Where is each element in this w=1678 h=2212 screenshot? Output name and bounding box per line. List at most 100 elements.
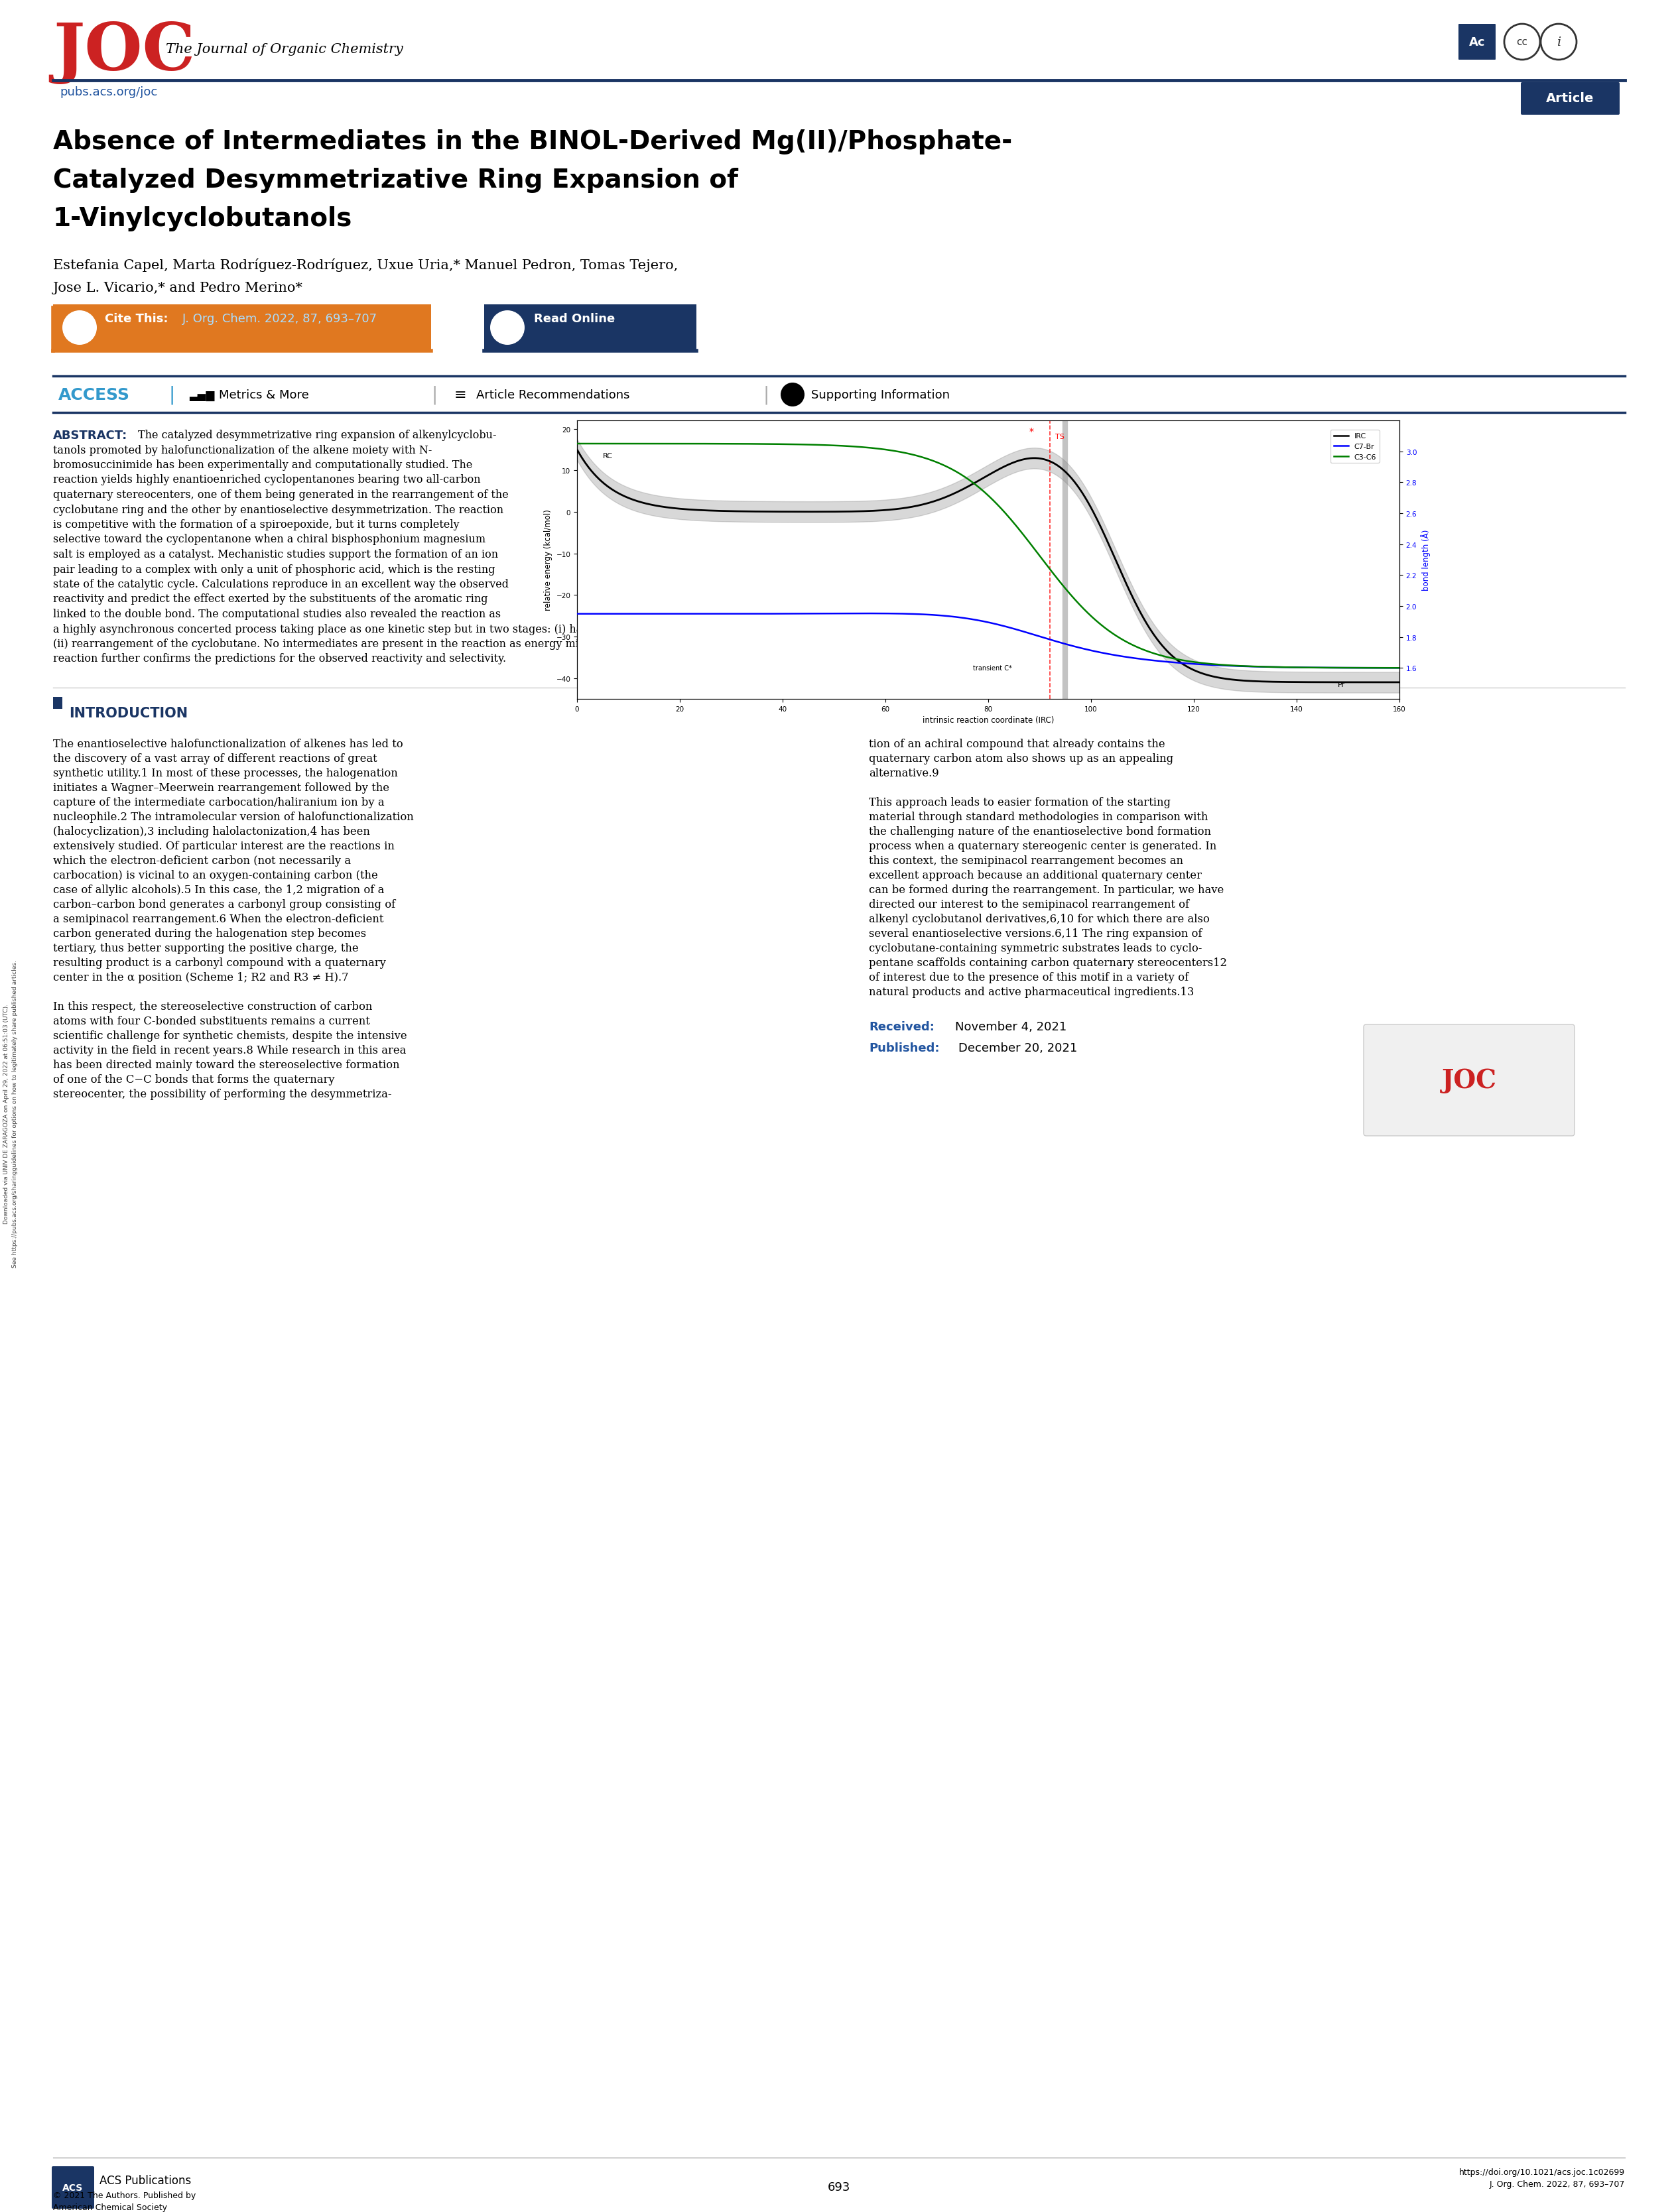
Text: Jose L. Vicario,* and Pedro Merino*: Jose L. Vicario,* and Pedro Merino* <box>54 281 304 294</box>
Text: Supporting Information: Supporting Information <box>810 389 950 400</box>
Text: of one of the C−C bonds that forms the quaternary: of one of the C−C bonds that forms the q… <box>54 1073 334 1086</box>
Text: Absence of Intermediates in the BINOL-Derived Mg(II)/Phosphate-: Absence of Intermediates in the BINOL-De… <box>54 128 1012 155</box>
Text: a highly asynchronous concerted process taking place as one kinetic step but in : a highly asynchronous concerted process … <box>54 624 769 635</box>
Text: activity in the field in recent years.8 While research in this area: activity in the field in recent years.8 … <box>54 1044 406 1055</box>
Text: J. Org. Chem. 2022, 87, 693–707: J. Org. Chem. 2022, 87, 693–707 <box>183 312 378 325</box>
Text: Ac: Ac <box>1468 35 1485 49</box>
X-axis label: intrinsic reaction coordinate (IRC): intrinsic reaction coordinate (IRC) <box>923 717 1054 726</box>
Text: ▃▅▇: ▃▅▇ <box>190 389 215 400</box>
Text: has been directed mainly toward the stereoselective formation: has been directed mainly toward the ster… <box>54 1060 399 1071</box>
Text: initiates a Wagner–Meerwein rearrangement followed by the: initiates a Wagner–Meerwein rearrangemen… <box>54 783 389 794</box>
Text: center in the α position (Scheme 1; R2 and R3 ≠ H).7: center in the α position (Scheme 1; R2 a… <box>54 971 349 982</box>
Text: |: | <box>169 385 175 405</box>
Text: Article Recommendations: Article Recommendations <box>477 389 629 400</box>
Text: transient C*: transient C* <box>973 666 1012 672</box>
Text: Article: Article <box>1545 93 1594 104</box>
Text: ABSTRACT:: ABSTRACT: <box>54 429 128 442</box>
Text: ⌖: ⌖ <box>502 321 512 336</box>
FancyBboxPatch shape <box>1364 1024 1574 1137</box>
FancyBboxPatch shape <box>1458 24 1495 60</box>
Text: i: i <box>1557 35 1561 49</box>
Bar <box>54 697 62 710</box>
Text: which the electron-deficient carbon (not necessarily a: which the electron-deficient carbon (not… <box>54 856 351 867</box>
Text: state of the catalytic cycle. Calculations reproduce in an excellent way the obs: state of the catalytic cycle. Calculatio… <box>54 580 508 591</box>
Text: 693: 693 <box>827 2181 851 2192</box>
Text: INTRODUCTION: INTRODUCTION <box>69 706 188 719</box>
Text: reactivity and predict the effect exerted by the substituents of the aromatic ri: reactivity and predict the effect exerte… <box>54 593 488 604</box>
Text: process when a quaternary stereogenic center is generated. In: process when a quaternary stereogenic ce… <box>869 841 1217 852</box>
Text: Pr: Pr <box>1337 681 1346 688</box>
Text: case of allylic alcohols).5 In this case, the 1,2 migration of a: case of allylic alcohols).5 In this case… <box>54 885 384 896</box>
Text: selective toward the cyclopentanone when a chiral bisphosphonium magnesium: selective toward the cyclopentanone when… <box>54 533 485 544</box>
Text: carbocation) is vicinal to an oxygen-containing carbon (the: carbocation) is vicinal to an oxygen-con… <box>54 869 378 880</box>
Text: carbon generated during the halogenation step becomes: carbon generated during the halogenation… <box>54 929 366 940</box>
Text: the discovery of a vast array of different reactions of great: the discovery of a vast array of differe… <box>54 752 378 765</box>
Text: SI: SI <box>789 392 797 398</box>
Text: *: * <box>1029 427 1034 436</box>
Text: salt is employed as a catalyst. Mechanistic studies support the formation of an : salt is employed as a catalyst. Mechanis… <box>54 549 498 560</box>
Text: Downloaded via UNIV DE ZARAGOZA on April 29, 2022 at 06:51:03 (UTC).
See https:/: Downloaded via UNIV DE ZARAGOZA on April… <box>3 960 18 1267</box>
Text: JOC: JOC <box>1441 1068 1497 1093</box>
FancyBboxPatch shape <box>54 305 431 352</box>
Y-axis label: relative energy (kcal/mol): relative energy (kcal/mol) <box>544 509 552 611</box>
Text: a semipinacol rearrangement.6 When the electron-deficient: a semipinacol rearrangement.6 When the e… <box>54 914 384 925</box>
Text: ACS: ACS <box>62 2183 84 2192</box>
Text: (halocyclization),3 including halolactonization,4 has been: (halocyclization),3 including halolacton… <box>54 825 371 836</box>
Text: Read Online: Read Online <box>534 312 616 325</box>
Text: directed our interest to the semipinacol rearrangement of: directed our interest to the semipinacol… <box>869 898 1190 909</box>
Text: The Journal of Organic Chemistry: The Journal of Organic Chemistry <box>166 42 403 55</box>
FancyBboxPatch shape <box>52 2166 94 2210</box>
Text: December 20, 2021: December 20, 2021 <box>958 1042 1077 1053</box>
Text: cyclobutane ring and the other by enantioselective desymmetrization. The reactio: cyclobutane ring and the other by enanti… <box>54 504 503 515</box>
Text: resulting product is a carbonyl compound with a quaternary: resulting product is a carbonyl compound… <box>54 958 386 969</box>
Text: cyclobutane-containing symmetric substrates leads to cyclo-: cyclobutane-containing symmetric substra… <box>869 942 1201 953</box>
Text: can be formed during the rearrangement. In particular, we have: can be formed during the rearrangement. … <box>869 885 1223 896</box>
Text: several enantioselective versions.6,11 The ring expansion of: several enantioselective versions.6,11 T… <box>869 929 1201 940</box>
Text: https://doi.org/10.1021/acs.joc.1c02699
J. Org. Chem. 2022, 87, 693–707: https://doi.org/10.1021/acs.joc.1c02699 … <box>1460 2168 1624 2188</box>
Text: bromosuccinimide has been experimentally and computationally studied. The: bromosuccinimide has been experimentally… <box>54 460 473 471</box>
Text: extensively studied. Of particular interest are the reactions in: extensively studied. Of particular inter… <box>54 841 394 852</box>
Text: natural products and active pharmaceutical ingredients.13: natural products and active pharmaceutic… <box>869 987 1195 998</box>
Text: is competitive with the formation of a spiroepoxide, but it turns completely: is competitive with the formation of a s… <box>54 520 460 531</box>
Text: quaternary carbon atom also shows up as an appealing: quaternary carbon atom also shows up as … <box>869 752 1173 765</box>
Text: scientific challenge for synthetic chemists, despite the intensive: scientific challenge for synthetic chemi… <box>54 1031 408 1042</box>
Text: November 4, 2021: November 4, 2021 <box>955 1020 1067 1033</box>
Text: linked to the double bond. The computational studies also revealed the reaction : linked to the double bond. The computati… <box>54 608 500 619</box>
Text: carbon–carbon bond generates a carbonyl group consisting of: carbon–carbon bond generates a carbonyl … <box>54 898 396 909</box>
Text: ≡: ≡ <box>455 389 466 403</box>
Text: pentane scaffolds containing carbon quaternary stereocenters12: pentane scaffolds containing carbon quat… <box>869 958 1227 969</box>
Text: material through standard methodologies in comparison with: material through standard methodologies … <box>869 812 1208 823</box>
Text: 1-Vinylcyclobutanols: 1-Vinylcyclobutanols <box>54 206 352 232</box>
Text: atoms with four C-bonded substituents remains a current: atoms with four C-bonded substituents re… <box>54 1015 369 1026</box>
Text: ACCESS: ACCESS <box>59 387 129 403</box>
Text: tertiary, thus better supporting the positive charge, the: tertiary, thus better supporting the pos… <box>54 942 359 953</box>
Text: reaction further confirms the predictions for the observed reactivity and select: reaction further confirms the prediction… <box>54 653 507 664</box>
Y-axis label: bond length (Å): bond length (Å) <box>1421 529 1431 591</box>
FancyBboxPatch shape <box>485 305 696 352</box>
Text: excellent approach because an additional quaternary center: excellent approach because an additional… <box>869 869 1201 880</box>
Text: The catalyzed desymmetrizative ring expansion of alkenylcyclobu-: The catalyzed desymmetrizative ring expa… <box>138 429 497 440</box>
Text: Metrics & More: Metrics & More <box>218 389 309 400</box>
Text: This approach leads to easier formation of the starting: This approach leads to easier formation … <box>869 796 1171 807</box>
Text: JOC: JOC <box>54 20 195 84</box>
Text: ACS Publications: ACS Publications <box>99 2174 191 2185</box>
Text: of interest due to the presence of this motif in a variety of: of interest due to the presence of this … <box>869 971 1188 982</box>
Text: The enantioselective halofunctionalization of alkenes has led to: The enantioselective halofunctionalizati… <box>54 739 403 750</box>
Text: capture of the intermediate carbocation/haliranium ion by a: capture of the intermediate carbocation/… <box>54 796 384 807</box>
Text: Cite This:: Cite This: <box>104 312 168 325</box>
Text: pair leading to a complex with only a unit of phosphoric acid, which is the rest: pair leading to a complex with only a un… <box>54 564 495 575</box>
Text: |: | <box>431 385 438 405</box>
FancyBboxPatch shape <box>1520 82 1619 115</box>
Text: ✓: ✓ <box>72 321 87 336</box>
Text: RC: RC <box>602 453 612 460</box>
Text: TS: TS <box>1055 434 1064 440</box>
Text: stereocenter, the possibility of performing the desymmetriza-: stereocenter, the possibility of perform… <box>54 1088 391 1099</box>
Text: Catalyzed Desymmetrizative Ring Expansion of: Catalyzed Desymmetrizative Ring Expansio… <box>54 168 738 192</box>
Legend: IRC, C7-Br, C3-C6: IRC, C7-Br, C3-C6 <box>1331 429 1379 462</box>
Text: nucleophile.2 The intramolecular version of halofunctionalization: nucleophile.2 The intramolecular version… <box>54 812 414 823</box>
Text: Published:: Published: <box>869 1042 940 1053</box>
Text: the challenging nature of the enantioselective bond formation: the challenging nature of the enantiosel… <box>869 825 1212 836</box>
Text: (ii) rearrangement of the cyclobutane. No intermediates are present in the react: (ii) rearrangement of the cyclobutane. N… <box>54 639 777 650</box>
Text: cc: cc <box>1517 38 1527 46</box>
Text: tanols promoted by halofunctionalization of the alkene moiety with N-: tanols promoted by halofunctionalization… <box>54 445 431 456</box>
